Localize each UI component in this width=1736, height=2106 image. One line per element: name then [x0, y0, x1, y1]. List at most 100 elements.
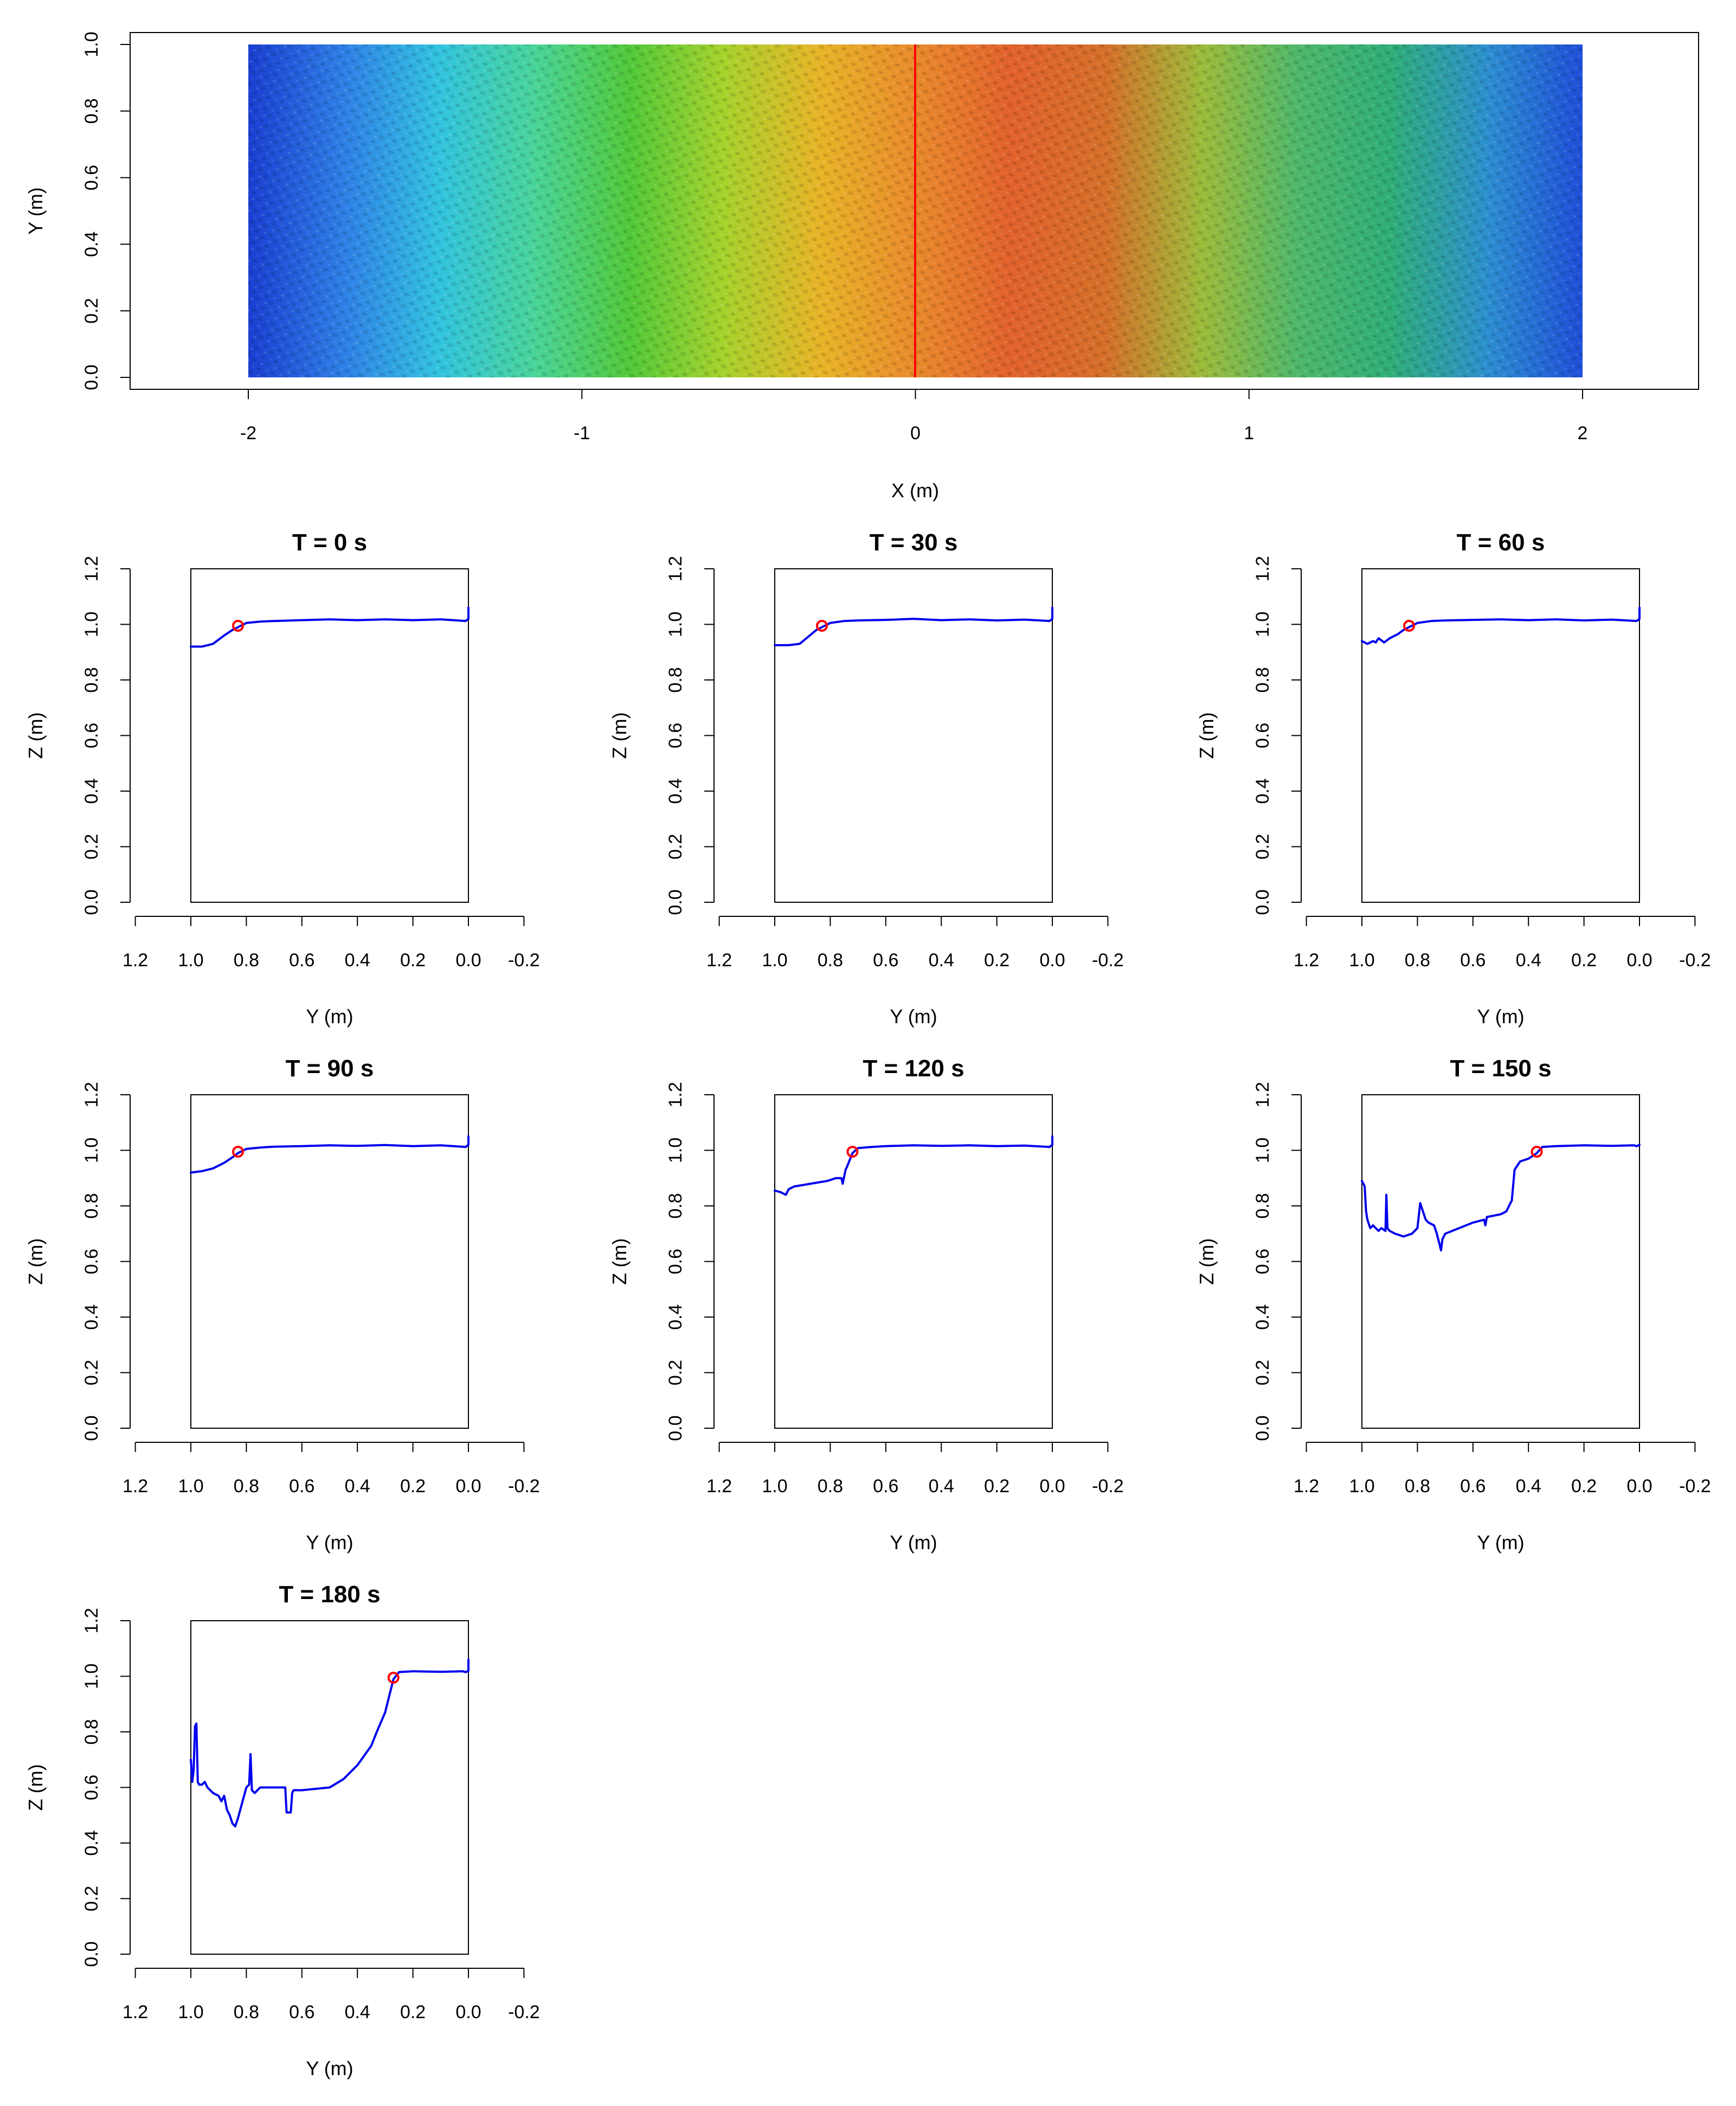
profile-x-tick-label: 1.2 [706, 1476, 732, 1497]
profile-plot-box [1361, 1094, 1640, 1429]
profile-y-tick-label: 0.4 [665, 778, 686, 804]
profile-y-tick-label: 0.0 [81, 889, 102, 915]
profile-panels: T = 0 s 1.2 1.0 0.8 0.6 0.4 0.2 0.0 -0.2 Y (m) 0.0… [24, 529, 1711, 2079]
profile-plot-box [1361, 568, 1640, 903]
dem-x-axis-label: X (m) [891, 479, 939, 502]
profile-x-tick-label: 0.4 [929, 1476, 954, 1497]
profile-y-tick-label: 0.2 [1252, 834, 1273, 859]
profile-y-tick-label: 0.6 [665, 723, 686, 748]
profile-x-axis: 1.2 1.0 0.8 0.6 0.4 0.2 0.0 -0.2 [1294, 1442, 1711, 1497]
profile-y-tick-label: 1.2 [665, 556, 686, 581]
profile-y-tick-label: 1.2 [665, 1082, 686, 1107]
profile-x-axis-label: Y (m) [1477, 1531, 1524, 1553]
profile-y-tick-label: 1.2 [81, 556, 102, 581]
profile-x-tick-label: 0.6 [289, 2002, 314, 2022]
profile-panel: T = 30 s 1.2 1.0 0.8 0.6 0.4 0.2 0.0 -0.2 Y (m) 0.… [608, 529, 1124, 1028]
profile-y-tick-label: 0.8 [81, 667, 102, 692]
profile-x-tick-label: 0.4 [345, 2002, 370, 2022]
profile-y-tick-label: 0.6 [1252, 723, 1273, 748]
breach-marker [232, 1146, 245, 1158]
profile-x-tick-label: 0.6 [873, 1476, 898, 1497]
profile-x-tick-label: 0.4 [1516, 950, 1541, 971]
profile-x-tick-label: 0.6 [873, 950, 898, 971]
dem-x-axis: -2 -1 0 1 2 [240, 389, 1587, 444]
profile-y-axis: 0.0 0.2 0.4 0.6 0.8 1.0 1.2 [665, 556, 715, 915]
profile-x-axis-label: Y (m) [890, 1005, 937, 1028]
profile-y-tick-label: 0.0 [665, 1415, 686, 1441]
dem-y-axis: 0.0 0.2 0.4 0.6 0.8 1.0 [81, 31, 131, 390]
profile-x-tick-label: 0.8 [818, 950, 843, 971]
profile-x-tick-label: 0.0 [1626, 1476, 1652, 1497]
profile-y-tick-label: 0.2 [1252, 1360, 1273, 1385]
dem-y-tick-label: 0.0 [81, 364, 102, 390]
profile-y-tick-label: 1.0 [665, 612, 686, 637]
profile-x-tick-label: 1.0 [178, 950, 203, 971]
profile-y-tick-label: 1.0 [81, 612, 102, 637]
profile-y-axis-label: Z (m) [1195, 1238, 1218, 1285]
dem-x-tick-label: -2 [240, 423, 256, 444]
profile-y-tick-label: 1.0 [1252, 1138, 1273, 1163]
profile-y-tick-label: 0.4 [665, 1304, 686, 1330]
profile-y-tick-label: 1.2 [1252, 1082, 1273, 1107]
profile-x-tick-label: 0.8 [1405, 950, 1430, 971]
profile-y-axis: 0.0 0.2 0.4 0.6 0.8 1.0 1.2 [1252, 1082, 1302, 1441]
profile-y-tick-label: 0.8 [1252, 1193, 1273, 1218]
profile-x-tick-label: 0.6 [1460, 1476, 1486, 1497]
profile-x-tick-label: 0.0 [1626, 950, 1652, 971]
profile-y-tick-label: 0.2 [665, 834, 686, 859]
profile-x-axis-label: Y (m) [306, 1531, 353, 1553]
profile-line [774, 1135, 1053, 1196]
profile-line [190, 1658, 470, 1828]
profile-panel-title: T = 90 s [286, 1055, 374, 1082]
profile-plot-box [190, 568, 469, 903]
profile-x-tick-label: 0.6 [289, 950, 314, 971]
profile-y-axis: 0.0 0.2 0.4 0.6 0.8 1.0 1.2 [665, 1082, 715, 1441]
profile-y-tick-label: 0.0 [81, 1415, 102, 1441]
profile-y-tick-label: 1.0 [81, 1138, 102, 1163]
profile-line [1361, 1144, 1641, 1251]
profile-x-tick-label: -0.2 [508, 950, 540, 971]
profile-panel-title: T = 0 s [292, 529, 367, 556]
profile-panel-title: T = 150 s [1450, 1055, 1551, 1082]
profile-panel: T = 120 s 1.2 1.0 0.8 0.6 0.4 0.2 0.0 -0.2 Y (m) 0… [608, 1055, 1124, 1553]
profile-line [190, 1135, 470, 1174]
profile-x-tick-label: -0.2 [1679, 950, 1711, 971]
profile-x-tick-label: 0.2 [400, 950, 426, 971]
profile-y-tick-label: 0.8 [665, 1193, 686, 1218]
profile-x-tick-label: 0.0 [455, 2002, 481, 2022]
profile-x-tick-label: 0.0 [455, 950, 481, 971]
profile-panel-title: T = 60 s [1457, 529, 1545, 556]
profile-y-tick-label: 1.0 [1252, 612, 1273, 637]
profile-x-axis: 1.2 1.0 0.8 0.6 0.4 0.2 0.0 -0.2 [123, 1442, 540, 1497]
profile-y-tick-label: 0.4 [81, 778, 102, 804]
profile-y-axis-label: Z (m) [24, 1238, 47, 1285]
profile-panel: T = 60 s 1.2 1.0 0.8 0.6 0.4 0.2 0.0 -0.2 Y (m) 0.… [1195, 529, 1711, 1028]
profile-x-tick-label: 0.0 [1039, 1476, 1065, 1497]
profile-x-tick-label: 1.0 [762, 950, 787, 971]
breach-marker [1403, 620, 1416, 632]
dem-x-tick-label: -1 [574, 423, 590, 444]
breach-marker [387, 1672, 400, 1684]
profile-x-tick-label: 1.2 [706, 950, 732, 971]
profile-x-tick-label: 0.2 [400, 2002, 426, 2022]
profile-x-tick-label: 0.8 [1405, 1476, 1430, 1497]
profile-y-tick-label: 0.2 [81, 1886, 102, 1911]
profile-x-axis: 1.2 1.0 0.8 0.6 0.4 0.2 0.0 -0.2 [123, 916, 540, 971]
profile-x-axis-label: Y (m) [1477, 1005, 1524, 1028]
breach-marker [232, 620, 245, 632]
profile-x-tick-label: 0.4 [345, 950, 370, 971]
profile-x-axis: 1.2 1.0 0.8 0.6 0.4 0.2 0.0 -0.2 [1294, 916, 1711, 971]
profile-line [190, 606, 470, 648]
profile-y-axis: 0.0 0.2 0.4 0.6 0.8 1.0 1.2 [1252, 556, 1302, 915]
profile-x-axis: 1.2 1.0 0.8 0.6 0.4 0.2 0.0 -0.2 [706, 1442, 1124, 1497]
dem-panel: -2 -1 0 1 2 0.0 0.2 0.4 0.6 0.8 1.0 X (m) Y (m) [24, 31, 1699, 502]
profile-x-tick-label: -0.2 [1092, 1476, 1124, 1497]
dem-x-tick-label: 0 [910, 423, 921, 444]
profile-plot-box [190, 1620, 469, 1955]
profile-x-tick-label: -0.2 [1679, 1476, 1711, 1497]
profile-y-axis: 0.0 0.2 0.4 0.6 0.8 1.0 1.2 [81, 1608, 131, 1967]
profile-x-tick-label: 0.2 [1571, 950, 1597, 971]
profile-line [1361, 606, 1641, 645]
profile-y-tick-label: 0.6 [81, 1775, 102, 1800]
profile-y-tick-label: 0.6 [81, 1249, 102, 1274]
